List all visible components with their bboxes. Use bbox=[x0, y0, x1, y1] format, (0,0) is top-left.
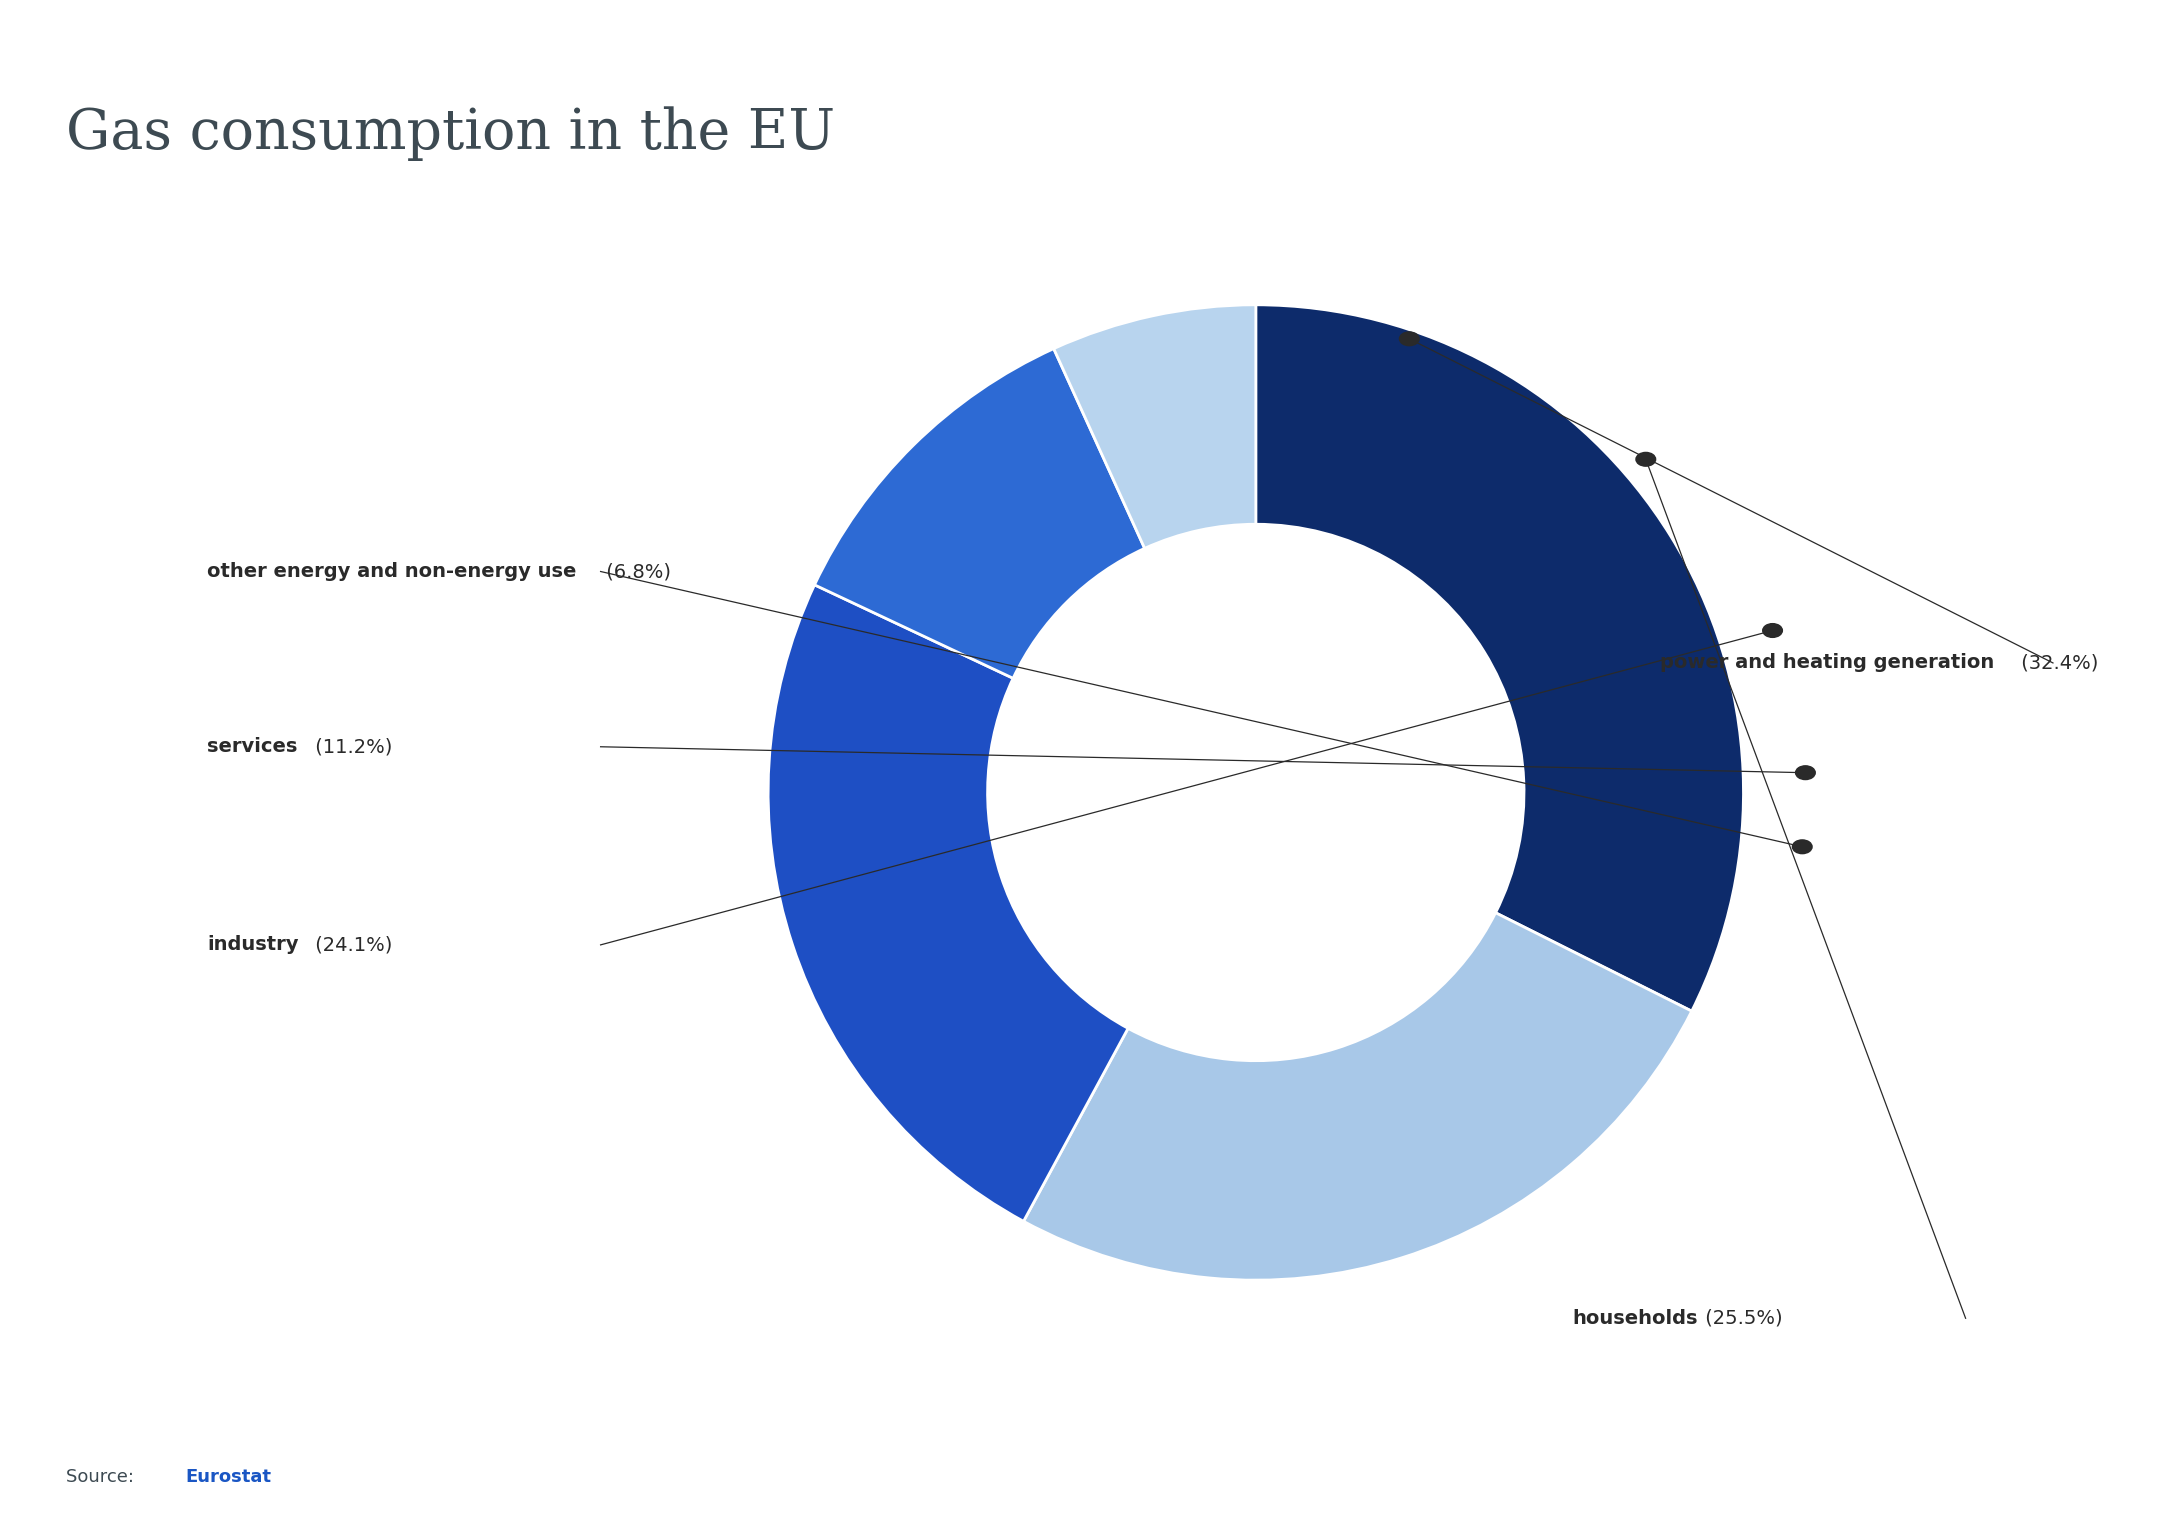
Wedge shape bbox=[1256, 305, 1743, 1010]
Wedge shape bbox=[815, 349, 1144, 678]
Wedge shape bbox=[769, 585, 1129, 1221]
Text: households: households bbox=[1572, 1309, 1697, 1327]
Text: other energy and non-energy use: other energy and non-energy use bbox=[207, 562, 577, 581]
Text: (32.4%): (32.4%) bbox=[2014, 654, 2099, 672]
Text: industry: industry bbox=[207, 936, 299, 954]
Text: (6.8%): (6.8%) bbox=[601, 562, 670, 581]
Wedge shape bbox=[1053, 305, 1256, 549]
Text: Source:: Source: bbox=[66, 1468, 140, 1486]
Text: (24.1%): (24.1%) bbox=[308, 936, 393, 954]
Text: services: services bbox=[207, 738, 297, 756]
Wedge shape bbox=[1024, 913, 1693, 1280]
Text: (25.5%): (25.5%) bbox=[1699, 1309, 1782, 1327]
Text: (11.2%): (11.2%) bbox=[308, 738, 393, 756]
Text: Eurostat: Eurostat bbox=[186, 1468, 271, 1486]
Text: Gas consumption in the EU: Gas consumption in the EU bbox=[66, 107, 834, 162]
Text: power and heating generation: power and heating generation bbox=[1660, 654, 1994, 672]
